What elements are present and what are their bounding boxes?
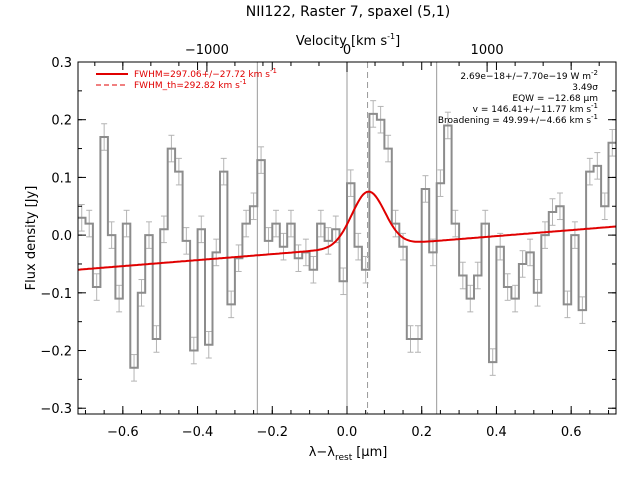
annotation-3: v = 146.41+/−11.77 km s-1 <box>473 102 598 115</box>
x-tick-label: 0.6 <box>561 425 582 440</box>
annotation-1: 3.49σ <box>572 83 598 93</box>
x-tick-label: −0.2 <box>256 425 288 440</box>
x-tick-label: 0.2 <box>411 425 432 440</box>
x-tick-label: 0.4 <box>486 425 507 440</box>
annotation-4: Broadening = 49.99+/−4.66 km s-1 <box>438 113 598 126</box>
top-axis-label-sup: -1 <box>387 32 395 41</box>
annotation-0: 2.69e−18+/−7.70e−19 W m-2 <box>460 69 598 82</box>
plot-area: −0.6 −0.4 −0.2 0.0 0.2 0.4 0.6 −0.3 −0.2 −0.1 0.0 0… <box>40 43 617 440</box>
y-tick-label: −0.3 <box>40 402 72 417</box>
x-axis-label: λ−λrest [μm] <box>309 445 388 463</box>
y-tick-label: 0.2 <box>51 114 72 129</box>
y-tick-label: −0.2 <box>40 345 72 360</box>
x-axis-label-unit: [μm] <box>356 445 387 460</box>
legend-label-1: FWHM_th=292.82 km s-1 <box>134 78 247 91</box>
y-tick-label: 0.3 <box>51 56 72 71</box>
x-tick-label: −0.6 <box>107 425 139 440</box>
spectrum-line <box>78 112 616 369</box>
top-axis-label: Velocity [km s-1] <box>296 32 400 49</box>
y-tick-label: −0.1 <box>40 287 72 302</box>
top-tick-label: 1000 <box>471 43 504 58</box>
x-tick-label: 0.0 <box>337 425 358 440</box>
x-axis-label-sub: rest <box>335 453 353 463</box>
top-axis-label-end: ] <box>395 34 400 49</box>
top-tick-label: −1000 <box>185 43 229 58</box>
top-tick-label: 0 <box>343 43 351 58</box>
y-tick-label: 0.0 <box>51 229 72 244</box>
y-tick-label: 0.1 <box>51 171 72 186</box>
chart-title: NII122, Raster 7, spaxel (5,1) <box>246 4 451 20</box>
y-axis-label: Flux density [Jy] <box>24 186 39 291</box>
x-tick-label: −0.4 <box>182 425 214 440</box>
legend-label-0: FWHM=297.06+/−27.72 km s-1 <box>134 67 277 80</box>
fit-line <box>77 190 617 271</box>
annotation-2: EQW = −12.68 μm <box>512 94 598 104</box>
